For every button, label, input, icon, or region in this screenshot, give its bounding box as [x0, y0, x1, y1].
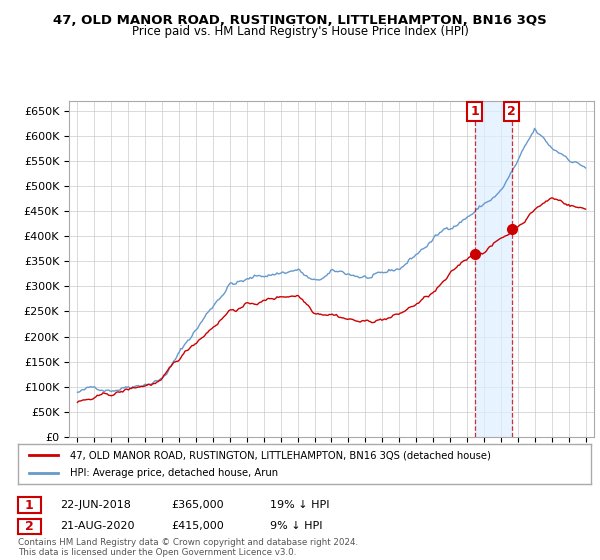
Text: Price paid vs. HM Land Registry's House Price Index (HPI): Price paid vs. HM Land Registry's House … [131, 25, 469, 38]
Text: 2: 2 [508, 105, 516, 118]
Text: 22-JUN-2018: 22-JUN-2018 [60, 500, 131, 510]
Text: Contains HM Land Registry data © Crown copyright and database right 2024.
This d: Contains HM Land Registry data © Crown c… [18, 538, 358, 557]
Bar [475, 101, 512, 437]
Text: 1: 1 [25, 498, 34, 512]
Text: £365,000: £365,000 [171, 500, 224, 510]
Text: 9% ↓ HPI: 9% ↓ HPI [270, 521, 323, 531]
Text: 19% ↓ HPI: 19% ↓ HPI [270, 500, 329, 510]
Text: £415,000: £415,000 [171, 521, 224, 531]
Text: HPI: Average price, detached house, Arun: HPI: Average price, detached house, Arun [70, 468, 278, 478]
Text: 2: 2 [25, 520, 34, 533]
Text: 47, OLD MANOR ROAD, RUSTINGTON, LITTLEHAMPTON, BN16 3QS: 47, OLD MANOR ROAD, RUSTINGTON, LITTLEHA… [53, 14, 547, 27]
Text: 21-AUG-2020: 21-AUG-2020 [60, 521, 134, 531]
Text: 1: 1 [470, 105, 479, 118]
Text: 47, OLD MANOR ROAD, RUSTINGTON, LITTLEHAMPTON, BN16 3QS (detached house): 47, OLD MANOR ROAD, RUSTINGTON, LITTLEHA… [70, 450, 490, 460]
